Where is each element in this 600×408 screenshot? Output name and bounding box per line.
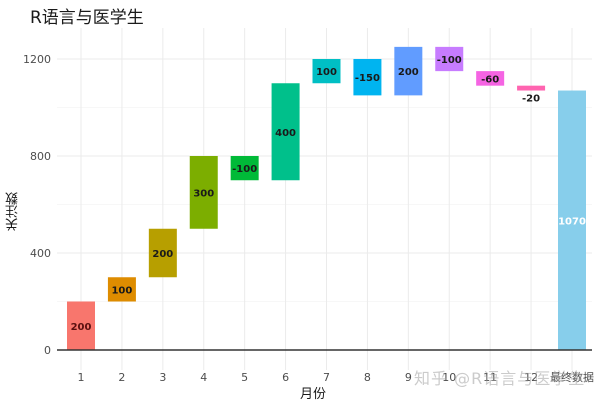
bar-1 [67,301,95,350]
x-tick-label: 5 [241,371,248,384]
x-tick-label: 最终数据 [550,370,594,384]
bar-4 [189,156,218,229]
x-tick-label: 1 [78,371,85,384]
bar-9 [394,46,423,96]
bar-2 [107,277,136,302]
bar-11 [476,71,505,86]
x-tick-label: 6 [282,371,289,384]
x-tick-label: 2 [118,371,125,384]
bar-label: -60 [481,74,499,85]
bar-7 [312,59,341,84]
bar-3 [148,228,177,278]
bar-label: 200 [152,249,173,260]
x-tick-label: 9 [405,371,412,384]
bar-label: 400 [275,128,296,139]
x-tick-label: 11 [483,371,497,384]
x-tick-label: 8 [364,371,371,384]
bar-label: -100 [232,164,257,175]
y-tick-label: 400 [30,247,51,260]
bar-label: 1070 [558,216,586,227]
bar-8 [353,59,382,96]
bar-5 [230,156,259,181]
watermark: 知乎 @R语言与医学生 [414,369,586,388]
x-tick-label: 4 [200,371,207,384]
bar-6 [271,83,300,181]
y-tick-label: 0 [44,344,51,357]
y-tick-label: 1200 [23,53,51,66]
bar-12 [517,85,546,91]
x-axis-title: 月份 [300,387,327,402]
bar-label: 200 [398,67,419,78]
bar-label: 100 [111,285,132,296]
bar-label: -100 [437,55,462,66]
bar-最终数据 [558,90,586,351]
bar-label: 100 [316,67,337,78]
bar-label: -150 [355,73,380,84]
bar-label: 300 [193,188,214,199]
bar-label: 200 [71,322,92,333]
bars: 200 100 200 300 -100 400 100 -150 200 -100 -60 -20 1… [67,46,586,351]
x-tick-label: 12 [524,371,538,384]
chart-title: R语言与医学生 [30,8,144,28]
y-tick-label: 800 [30,150,51,163]
x-tick-label: 3 [159,371,166,384]
bar-10 [435,46,464,72]
x-tick-label: 7 [323,371,330,384]
x-tick-label: 10 [442,371,456,384]
bar-label: -20 [522,94,540,105]
